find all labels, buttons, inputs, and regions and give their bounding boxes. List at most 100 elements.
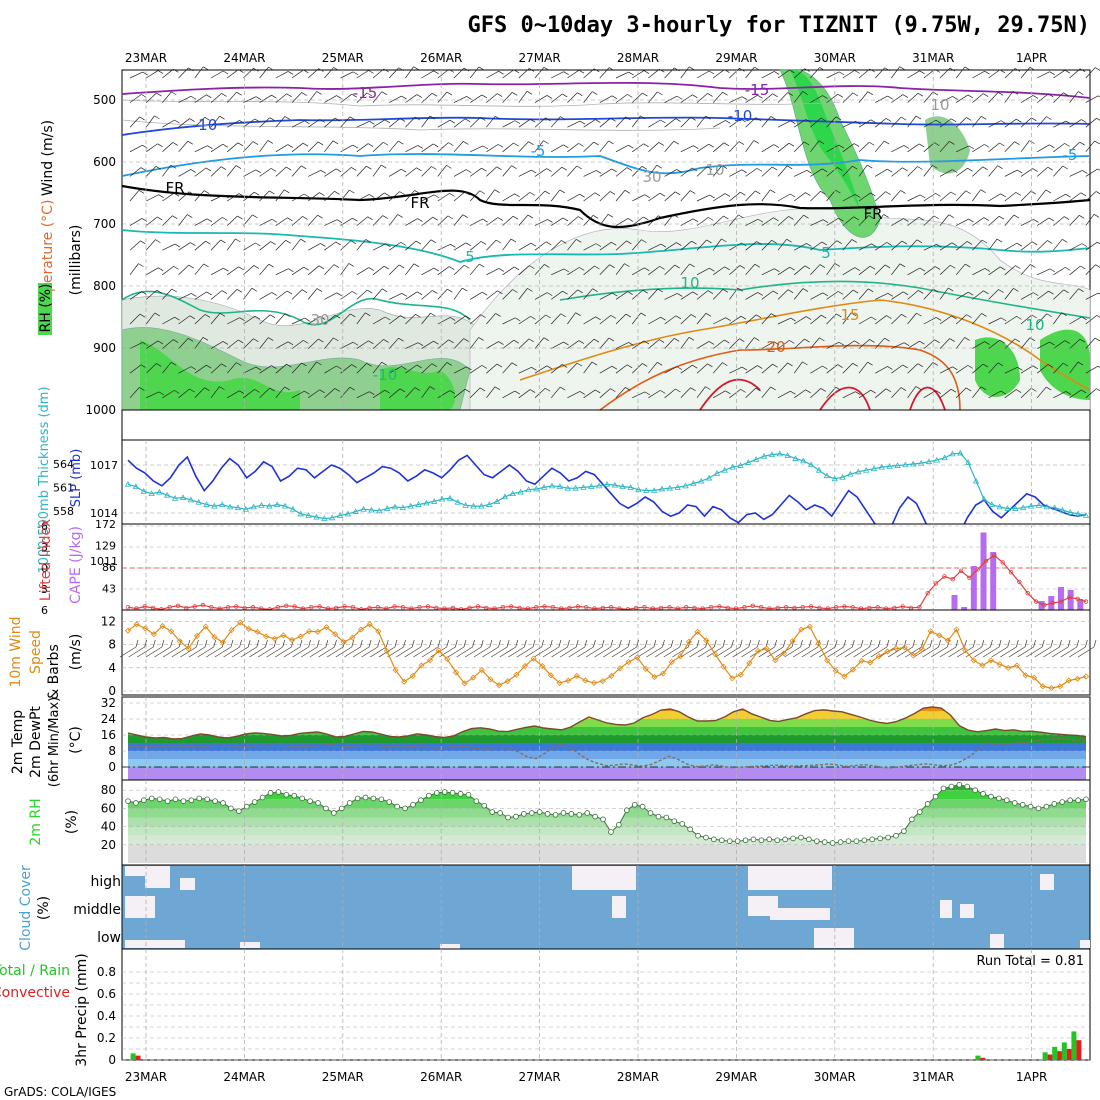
wind-barb-flag (466, 169, 472, 173)
wind-barb (486, 386, 496, 399)
wind-barb-flag (383, 265, 390, 270)
wind-barb-flag (822, 365, 828, 370)
wind10m-barb (611, 646, 629, 658)
wind-barb (534, 168, 547, 177)
wind-barb-flag (803, 141, 810, 146)
wind10m-barb (801, 646, 819, 658)
lifted-index-marker (900, 604, 905, 609)
wind10m-barb-flag (1067, 639, 1071, 648)
wind-barb (340, 71, 354, 79)
wind10m-speed-marker (824, 657, 831, 664)
wind-barb-flag (560, 313, 566, 318)
wind-barb-flag (238, 266, 244, 271)
wind-barb (988, 317, 1002, 325)
wind10m-speed-marker (332, 631, 339, 638)
bottom-date-label: 28MAR (617, 1070, 659, 1084)
wind-barb-flag (544, 264, 550, 268)
wind-barb (518, 316, 531, 325)
wind-barb-flag (789, 340, 795, 344)
wind-barb (389, 242, 402, 251)
wind-barb-flag (156, 363, 162, 367)
wind-barb-flag (447, 288, 453, 293)
wind-barb-flag (399, 388, 406, 393)
lifted-index-marker (292, 604, 297, 609)
wind-barb (664, 141, 675, 153)
wind-barb (226, 69, 239, 79)
wind-barb (858, 265, 871, 276)
lifted-index-marker (1042, 602, 1047, 608)
thickness-marker (564, 484, 571, 491)
wind-barb-flag (255, 96, 262, 100)
wind10m-barb (767, 646, 784, 658)
wind-barb (226, 289, 238, 300)
wind-barb-flag (383, 141, 389, 146)
bottom-date-label: 29MAR (715, 1070, 757, 1084)
wind10m-speed-marker (979, 662, 986, 669)
wind-barb-flag (964, 337, 970, 341)
thickness-marker (917, 459, 925, 466)
wind-barb-flag (188, 191, 195, 196)
wind-barb-flag (757, 292, 763, 296)
wind-barb-flag (563, 71, 569, 75)
wind-barb-flag (205, 240, 211, 245)
wind10m-barb-flag (1033, 639, 1036, 648)
wind-barb (307, 288, 318, 300)
wind-barb-flag (998, 215, 1005, 220)
wind-barb (518, 169, 532, 177)
wind-barb (226, 91, 237, 103)
wind10m-barb-flag (1007, 639, 1011, 648)
wind-barb-flag (432, 290, 438, 294)
wind-barb-flag (515, 317, 521, 322)
wind-barb (129, 387, 140, 399)
wind-barb (550, 364, 563, 374)
contour-label: 10 (1025, 316, 1044, 334)
wind-barb (923, 215, 935, 226)
wind-barb (713, 317, 726, 325)
wind-barb (680, 66, 690, 79)
wind10m-barb (931, 646, 948, 658)
wind-barb (1020, 95, 1034, 103)
wind-barb (988, 362, 999, 374)
wind10m-barb-flag (584, 639, 588, 648)
wind10m-barb-flag (411, 639, 415, 648)
wind-barb (891, 364, 903, 374)
wind-barb (648, 362, 658, 374)
wind10m-barb-flag (981, 639, 985, 648)
wind-barb (972, 290, 984, 300)
wind-barb (1069, 338, 1081, 349)
wind10m-barb (793, 646, 810, 658)
wind-barb-flag (1046, 116, 1052, 120)
wind10m-barb (145, 646, 163, 658)
wind-barb-flag (316, 91, 322, 95)
wind-barb (437, 142, 449, 153)
wind-barb-flag (286, 290, 293, 295)
wind-barb-flag (934, 69, 941, 73)
wind-barb (567, 193, 580, 202)
rh2m-marker (362, 794, 369, 801)
wind-barb-flag (157, 70, 164, 74)
wind10m-speed-marker (599, 678, 606, 685)
wind-barb-flag (303, 266, 309, 271)
wind-barb-flag (318, 338, 324, 343)
wind-barb-flag (369, 120, 375, 125)
wind-barb-flag (238, 193, 245, 197)
wind-barb-flag (919, 70, 925, 75)
wind-barb (210, 115, 220, 128)
wind-barb (275, 189, 285, 202)
wind-barb-flag (854, 340, 860, 345)
rh2m-marker (370, 795, 377, 802)
wind10m-barb-flag (722, 639, 726, 648)
thickness-marker (124, 480, 132, 487)
wind-barb (599, 241, 612, 251)
wind-barb-flag (1065, 391, 1072, 395)
wind-barb (923, 193, 936, 202)
wind-barb-flag (206, 218, 213, 223)
thickness-marker (768, 451, 776, 458)
wind-barb (599, 388, 611, 399)
wind-barb (194, 218, 208, 226)
rh2m-title-label: 2m RH (28, 798, 44, 845)
wind10m-speed-marker (427, 657, 434, 664)
wind-barb (680, 190, 691, 202)
lifted-index-marker (550, 605, 556, 610)
wind-barb-flag (755, 387, 761, 392)
